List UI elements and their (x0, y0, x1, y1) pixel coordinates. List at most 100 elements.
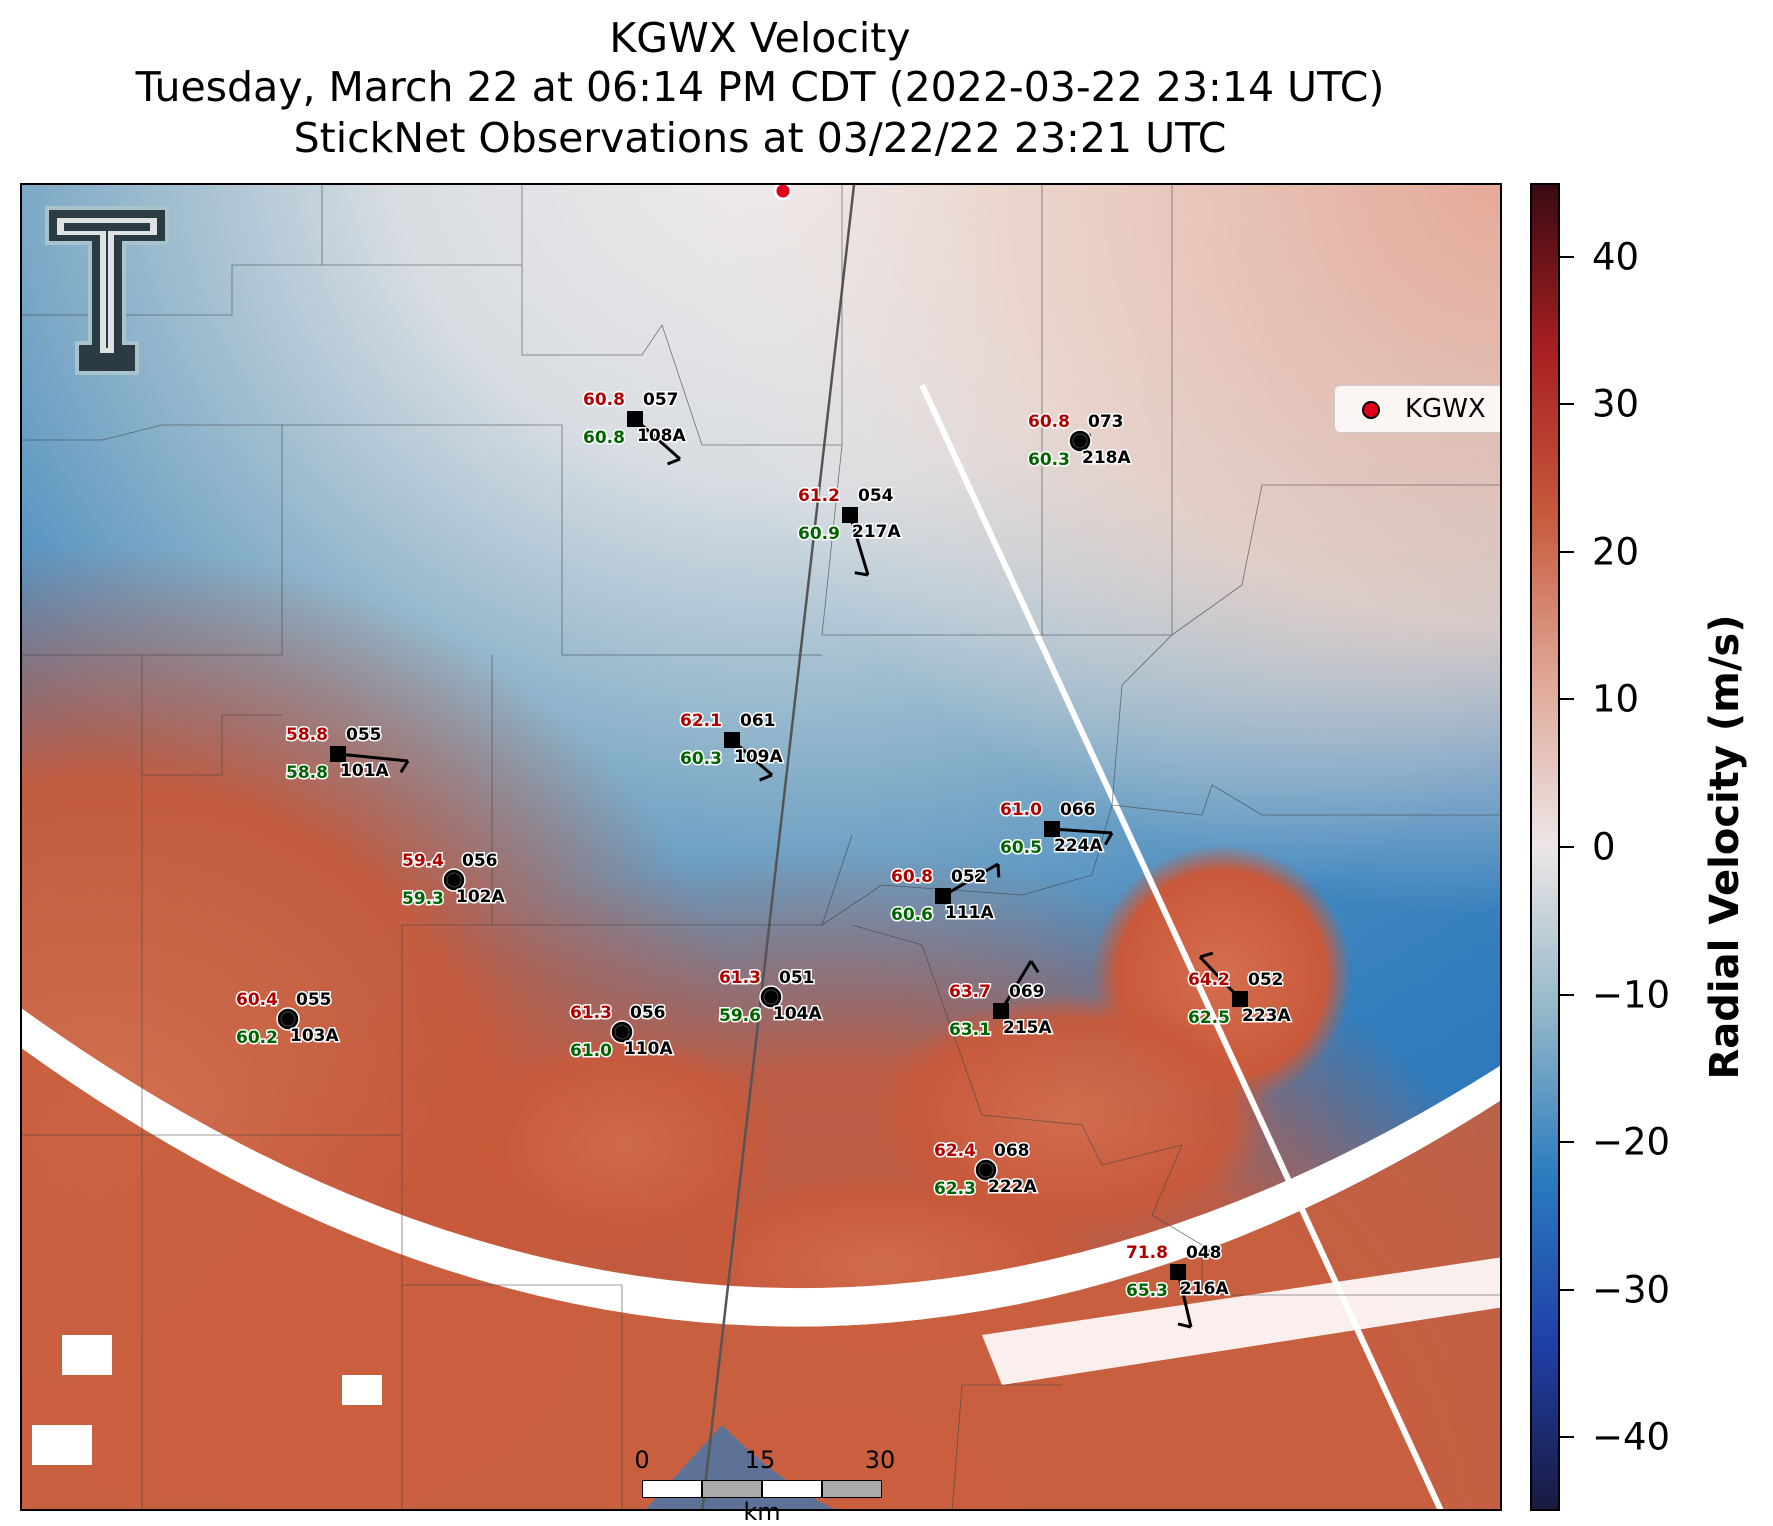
station-plot[interactable]: 61.3 056 61.0 110A (569, 1002, 675, 1063)
station-temp: 64.2 (1188, 970, 1230, 990)
wind-barb-flag (399, 760, 410, 774)
station-plot[interactable]: 60.4 055 60.2 103A (235, 989, 341, 1050)
wind-barb-flag (1199, 951, 1214, 959)
station-plot[interactable]: 71.8 048 65.3 216A (1125, 1242, 1231, 1329)
station-id: 061 (740, 711, 776, 731)
station-circle-ring (280, 1011, 296, 1027)
station-circle-ring (446, 872, 462, 888)
station-circle-marker (610, 1020, 634, 1044)
station-square-marker (627, 411, 643, 427)
station-circle-marker (442, 868, 466, 892)
station-plot[interactable]: 58.8 055 58.8 101A (285, 724, 410, 785)
colorbar-tick-mark (1560, 255, 1574, 258)
title-radar: KGWX Velocity (609, 14, 911, 62)
station-code: 224A (1054, 836, 1103, 856)
station-dewpoint: 59.6 (719, 1006, 761, 1026)
station-temp: 61.3 (570, 1003, 612, 1023)
station-code: 109A (734, 747, 783, 767)
station-dewpoint: 58.8 (286, 763, 328, 783)
station-temp: 61.0 (1000, 800, 1042, 820)
colorbar-tick-label: 40 (1592, 235, 1640, 279)
station-id: 051 (779, 968, 815, 988)
colorbar-tick-label: 30 (1592, 382, 1640, 426)
sticknet-stations: 60.8 057 60.8 108A 60.8 073 60.3 218A 61.2 054 60.… (235, 389, 1293, 1329)
wind-barb-flag (666, 457, 681, 466)
wind-barb-flag (1029, 960, 1040, 974)
station-plot[interactable]: 63.7 069 63.1 215A (948, 960, 1054, 1042)
station-plot[interactable]: 61.2 054 60.9 217A (797, 485, 903, 577)
station-temp: 58.8 (286, 725, 328, 745)
map-legend: KGWX (1334, 385, 1500, 433)
station-circle-ring (978, 1162, 994, 1178)
colorbar-tick-mark (1560, 403, 1574, 406)
wind-barb-flag (1103, 832, 1114, 846)
station-code: 110A (624, 1039, 673, 1059)
station-square-marker (1044, 821, 1060, 837)
colorbar-tick-label: −40 (1592, 1415, 1671, 1459)
station-circle-ring (614, 1024, 630, 1040)
station-temp: 61.2 (798, 486, 840, 506)
colorbar-tick-mark (1560, 1436, 1574, 1439)
station-code: 218A (1082, 448, 1131, 468)
station-id: 055 (346, 725, 382, 745)
wind-barb-flag (854, 571, 869, 577)
station-id: 054 (858, 486, 894, 506)
station-temp: 60.8 (583, 390, 625, 410)
station-id: 055 (296, 990, 332, 1010)
scale-seg (702, 1480, 762, 1498)
station-circle-ring (1072, 433, 1088, 449)
legend-label: KGWX (1405, 394, 1486, 424)
station-plot[interactable]: 62.1 061 60.3 109A (679, 710, 785, 782)
station-code: 102A (456, 887, 505, 907)
station-dewpoint: 60.6 (891, 905, 933, 925)
colorbar-tick-label: −20 (1592, 1120, 1671, 1164)
station-temp: 62.1 (680, 711, 722, 731)
station-circle-marker (759, 985, 783, 1009)
station-plot[interactable]: 60.8 057 60.8 108A (582, 389, 688, 466)
scale-seg (822, 1480, 882, 1498)
station-id: 048 (1186, 1243, 1222, 1263)
colorbar-tick-label: −30 (1592, 1268, 1671, 1312)
wind-barb (999, 960, 1033, 1012)
colorbar-tick-label: −10 (1592, 973, 1671, 1017)
station-circle-marker (974, 1158, 998, 1182)
colorbar (1530, 183, 1560, 1511)
station-square-marker (1232, 991, 1248, 1007)
kgwx-marker-icon (1362, 401, 1380, 419)
station-plot[interactable]: 59.4 056 59.3 102A (401, 850, 507, 911)
title-sticknet: StickNet Observations at 03/22/22 23:21 … (293, 114, 1227, 162)
station-dewpoint: 60.8 (583, 428, 625, 448)
colorbar-tick-mark (1560, 698, 1574, 701)
station-dewpoint: 61.0 (570, 1041, 612, 1061)
wind-barb (337, 752, 409, 763)
station-dewpoint: 59.3 (402, 889, 444, 909)
station-temp: 61.3 (719, 968, 761, 988)
station-temp: 63.7 (949, 982, 991, 1002)
station-id: 052 (1248, 970, 1284, 990)
station-code: 217A (852, 522, 901, 542)
wind-barb (848, 514, 870, 576)
station-temp: 60.4 (236, 990, 278, 1010)
station-temp: 59.4 (402, 851, 444, 871)
colorbar-label: Radial Velocity (m/s) (1702, 614, 1748, 1080)
radar-map[interactable]: 60.8 057 60.8 108A 60.8 073 60.3 218A 61.2 054 60.… (20, 183, 1502, 1511)
station-dewpoint: 62.5 (1188, 1008, 1230, 1028)
colorbar-tick-label: 20 (1592, 530, 1640, 574)
station-plot[interactable]: 62.4 068 62.3 222A (933, 1140, 1039, 1201)
station-dewpoint: 65.3 (1126, 1281, 1168, 1301)
scale-seg (642, 1480, 702, 1498)
station-plot[interactable]: 64.2 052 62.5 223A (1187, 951, 1293, 1030)
station-plot[interactable]: 61.3 051 59.6 104A (718, 967, 824, 1028)
station-plot[interactable]: 61.0 066 60.5 224A (999, 799, 1114, 860)
station-square-marker (935, 888, 951, 904)
station-square-marker (993, 1003, 1009, 1019)
station-plot[interactable]: 60.8 073 60.3 218A (1027, 411, 1133, 472)
station-dewpoint: 60.3 (680, 749, 722, 769)
station-id: 066 (1060, 800, 1096, 820)
colorbar-tick-mark (1560, 1141, 1574, 1144)
station-id: 068 (994, 1141, 1030, 1161)
station-dewpoint: 62.3 (934, 1179, 976, 1199)
station-plot[interactable]: 60.8 052 60.6 111A (890, 862, 1001, 927)
station-temp: 71.8 (1126, 1243, 1168, 1263)
scale-tick-15: 15 (744, 1446, 776, 1474)
